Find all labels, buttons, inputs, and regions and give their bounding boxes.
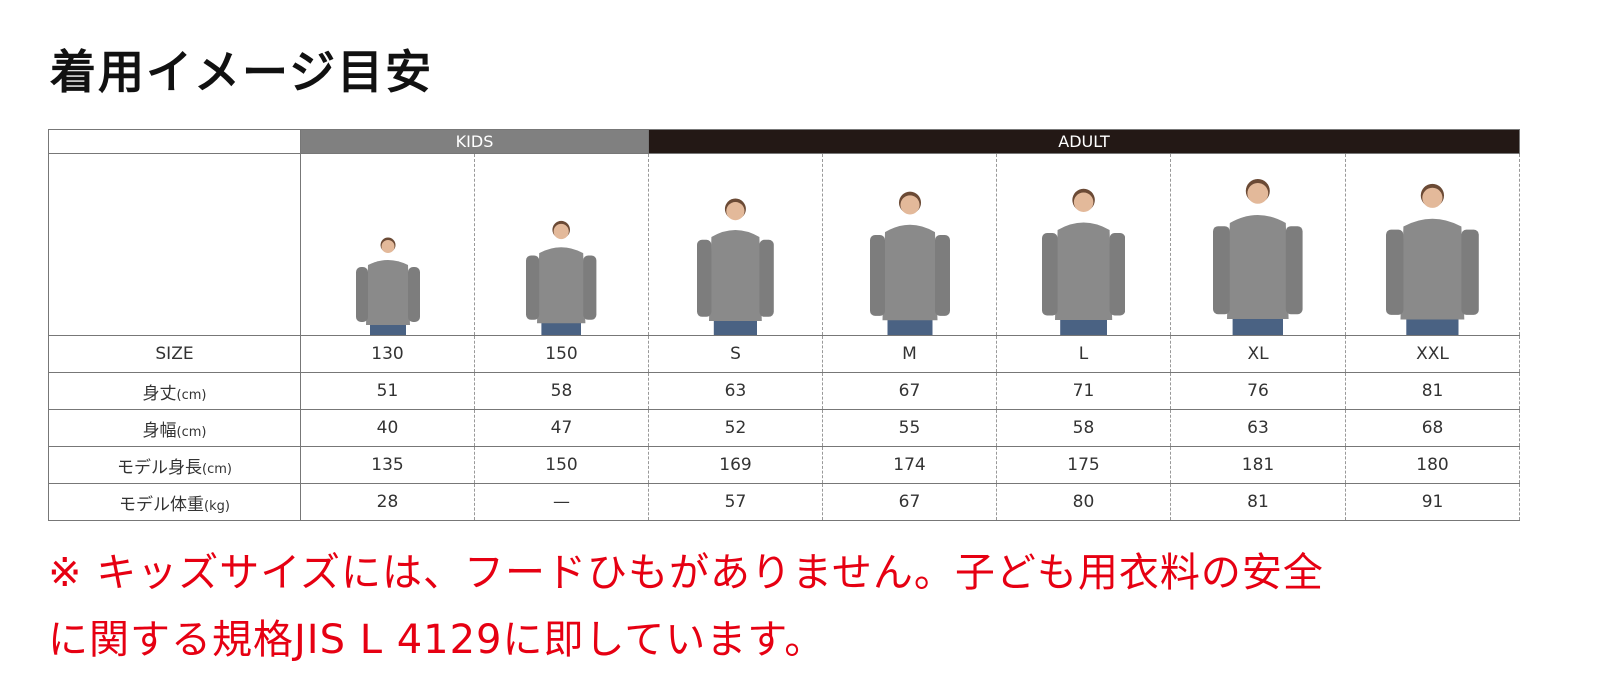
table-row: SIZE 130 150 S M L XL XXL xyxy=(48,335,1521,373)
kids-header: KIDS xyxy=(300,129,649,154)
table-cell: M xyxy=(822,335,997,373)
table-cell: 150 xyxy=(474,446,649,484)
row-label: モデル体重(kg) xyxy=(48,483,301,521)
table-cell: 130 xyxy=(300,335,475,373)
table-cell: — xyxy=(474,483,649,521)
row-label: SIZE xyxy=(48,335,301,373)
row-label: 身幅(cm) xyxy=(48,409,301,447)
table-cell: 169 xyxy=(648,446,823,484)
row-label-text: SIZE xyxy=(155,344,194,364)
row-label-unit: (cm) xyxy=(202,461,232,477)
size-chart-table: KIDS ADULT xyxy=(48,129,1521,521)
row-label-unit: (cm) xyxy=(176,424,207,440)
table-cell: 58 xyxy=(996,409,1171,447)
note-line-2: に関する規格JIS L 4129に即しています。 xyxy=(48,617,826,663)
corner-cell xyxy=(48,129,301,154)
table-cell: 150 xyxy=(474,335,649,373)
table-cell: 55 xyxy=(822,409,997,447)
table-cell: 63 xyxy=(1170,409,1346,447)
table-cell: XXL xyxy=(1344,335,1521,373)
model-photo-s xyxy=(648,153,823,336)
model-figure xyxy=(697,198,774,335)
table-cell: 76 xyxy=(1170,372,1346,410)
row-label-text: モデル体重 xyxy=(119,494,205,515)
table-cell: 51 xyxy=(300,372,475,410)
table-cell: 63 xyxy=(648,372,823,410)
row-label-unit: (kg) xyxy=(204,498,230,514)
table-cell: 174 xyxy=(822,446,997,484)
table-cell: 67 xyxy=(822,483,997,521)
table-cell: 80 xyxy=(996,483,1171,521)
table-cell: 28 xyxy=(300,483,475,521)
row-label-unit: (cm) xyxy=(176,387,207,403)
table-row: 身丈(cm) 51 58 63 67 71 76 81 xyxy=(48,372,1521,410)
image-label-cell xyxy=(48,153,301,336)
table-cell: 81 xyxy=(1344,372,1521,410)
row-label-text: 身幅 xyxy=(142,420,177,441)
table-cell: L xyxy=(996,335,1171,373)
table-row: モデル身長(cm) 135 150 169 174 175 181 180 xyxy=(48,446,1521,484)
row-label: 身丈(cm) xyxy=(48,372,301,410)
table-cell: 175 xyxy=(996,446,1171,484)
adult-header: ADULT xyxy=(647,129,1521,154)
model-photo-130 xyxy=(300,153,475,336)
model-photo-xxl xyxy=(1344,153,1521,336)
model-figure xyxy=(1386,183,1479,335)
table-cell: 47 xyxy=(474,409,649,447)
row-label-text: 身丈 xyxy=(142,383,177,404)
table-cell: 180 xyxy=(1344,446,1521,484)
table-cell: 40 xyxy=(300,409,475,447)
model-figure xyxy=(355,237,420,335)
table-cell: XL xyxy=(1170,335,1346,373)
model-photo-150 xyxy=(474,153,649,336)
table-cell: 68 xyxy=(1344,409,1521,447)
model-figure xyxy=(1213,179,1303,335)
table-cell: 57 xyxy=(648,483,823,521)
model-figure xyxy=(869,191,950,335)
table-row: 身幅(cm) 40 47 52 55 58 63 68 xyxy=(48,409,1521,447)
table-cell: 52 xyxy=(648,409,823,447)
table-cell: 71 xyxy=(996,372,1171,410)
model-photo-m xyxy=(822,153,997,336)
row-label-text: モデル身長 xyxy=(117,457,203,478)
row-label: モデル身長(cm) xyxy=(48,446,301,484)
table-cell: S xyxy=(648,335,823,373)
note-line-1: ※ キッズサイズには、フードひもがありません。子ども用衣料の安全 xyxy=(48,550,1324,596)
table-cell: 91 xyxy=(1344,483,1521,521)
table-cell: 181 xyxy=(1170,446,1346,484)
table-cell: 135 xyxy=(300,446,475,484)
table-cell: 81 xyxy=(1170,483,1346,521)
table-row: モデル体重(kg) 28—57 67 80 81 91 xyxy=(48,483,1521,521)
table-cell: 58 xyxy=(474,372,649,410)
model-photo-xl xyxy=(1170,153,1346,336)
model-photo-l xyxy=(996,153,1171,336)
table-cell: 67 xyxy=(822,372,997,410)
model-figure xyxy=(1041,188,1126,335)
model-figure xyxy=(526,220,597,335)
page-title: 着用イメージ目安 xyxy=(50,45,434,99)
